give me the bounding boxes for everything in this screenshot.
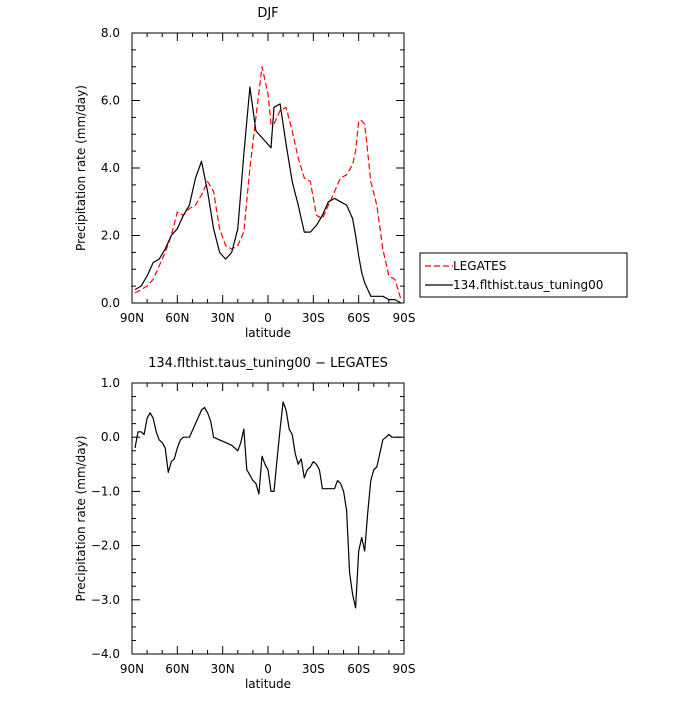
legend-box: [419, 252, 628, 298]
y-tick-label: 2.0: [101, 229, 120, 243]
y-tick-label: 1.0: [101, 376, 120, 390]
x-tick-label: 90N: [120, 662, 144, 676]
y-tick-label: −4.0: [91, 647, 120, 661]
x-tick-label: 0: [264, 311, 272, 325]
x-tick-label: 30N: [211, 311, 235, 325]
chart-title: 134.flthist.taus_tuning00 − LEGATES: [148, 356, 388, 371]
legend-entry: 134.flthist.taus_tuning00: [453, 278, 603, 292]
plot-frame: [131, 32, 405, 304]
x-tick-label: 60S: [347, 662, 370, 676]
x-axis-label: latitude: [245, 326, 291, 340]
y-axis-label: Precipitation rate (mm/day): [74, 436, 88, 602]
y-tick-label: 6.0: [101, 94, 120, 108]
chart-title: DJF: [257, 6, 278, 21]
x-axis-label: latitude: [245, 677, 291, 691]
plot-frame: [131, 382, 405, 655]
x-tick-label: 60N: [165, 311, 189, 325]
x-tick-label: 90S: [393, 311, 416, 325]
y-tick-label: 8.0: [101, 26, 120, 40]
x-tick-label: 90S: [393, 662, 416, 676]
y-tick-label: −2.0: [91, 539, 120, 553]
y-tick-label: 4.0: [101, 161, 120, 175]
x-tick-label: 60S: [347, 311, 370, 325]
x-tick-label: 0: [264, 662, 272, 676]
y-tick-label: 0.0: [101, 430, 120, 444]
x-tick-label: 30N: [211, 662, 235, 676]
series-line-difference: [134, 401, 401, 609]
y-axis-label: Precipitation rate (mm/day): [74, 85, 88, 251]
x-tick-label: 30S: [302, 311, 325, 325]
legend-entry: LEGATES: [453, 259, 506, 273]
y-tick-label: −1.0: [91, 484, 120, 498]
x-tick-label: 30S: [302, 662, 325, 676]
y-tick-label: −3.0: [91, 593, 120, 607]
y-tick-label: 0.0: [101, 296, 120, 310]
series-line-legates: [134, 66, 402, 300]
x-tick-label: 60N: [165, 662, 189, 676]
series-line-134-flthist-taus-tuning00: [134, 86, 402, 304]
x-tick-label: 90N: [120, 311, 144, 325]
